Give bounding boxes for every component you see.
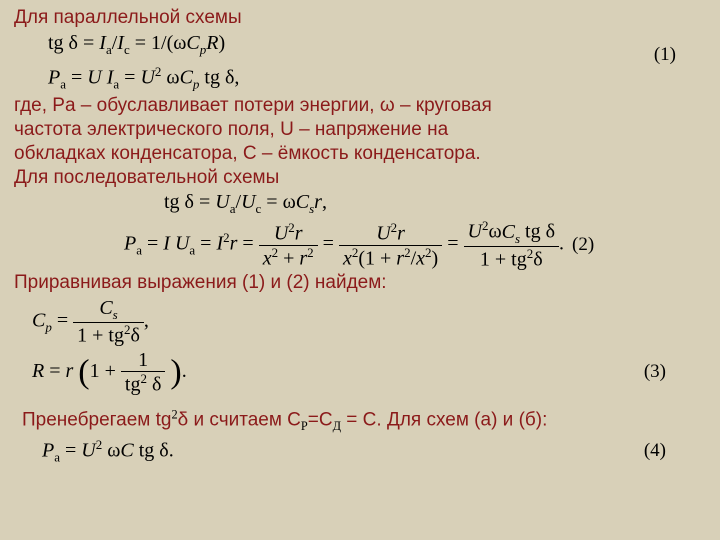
formula-3b: R = r (1 + 1tg2 δ ). bbox=[32, 349, 187, 396]
equation-number-2: (2) bbox=[572, 234, 594, 256]
text-line-4: обкладках конденсатора, C – ёмкость конд… bbox=[14, 142, 706, 166]
text-line-3: частота электрического поля, U – напряже… bbox=[14, 118, 706, 142]
equation-block-2: tg δ = Ua/Uc = ωCsr, Pa = I Ua = I2r = U… bbox=[14, 191, 706, 271]
text-frag-7a: Пренебрегаем tg bbox=[22, 410, 172, 431]
text-line-2: где, Pa – обуславливает потери энергии, … bbox=[14, 94, 706, 118]
formula-3a: Cp = Cs1 + tg2δ, bbox=[32, 297, 706, 347]
text-frag-7c: =С bbox=[308, 410, 333, 431]
text-frag-7b: δ и считаем С bbox=[178, 410, 301, 431]
text-line-6: Приравнивая выражения (1) и (2) найдем: bbox=[14, 271, 706, 295]
text-line-7: Пренебрегаем tg2δ и считаем СP=СД = C. Д… bbox=[14, 407, 706, 435]
page-content: Для параллельной схемы tg δ = Ia/Ic = 1/… bbox=[0, 0, 720, 466]
text-frag-7d: = C. Для схем (а) и (б): bbox=[341, 410, 547, 431]
text-line-5: Для последовательной схемы bbox=[14, 166, 706, 190]
formula-4: Pa = U2 ωC tg δ. bbox=[14, 437, 174, 466]
formula-1b: Pa = U Ia = U2 ωCp tg δ, bbox=[48, 64, 239, 93]
equation-number-4: (4) bbox=[644, 440, 706, 462]
formula-1a: tg δ = Ia/Ic = 1/(ωCpR) bbox=[48, 32, 239, 58]
formula-2b: Pa = I Ua = I2r = U2rx2 + r2 = U2rx2(1 +… bbox=[124, 219, 564, 271]
text-line-1: Для параллельной схемы bbox=[14, 6, 706, 30]
formula-2a: tg δ = Ua/Uc = ωCsr, bbox=[124, 191, 706, 217]
equation-block-1: tg δ = Ia/Ic = 1/(ωCpR) Pa = U Ia = U2 ω… bbox=[14, 32, 706, 93]
equation-block-4: Pa = U2 ωC tg δ. (4) bbox=[14, 437, 706, 466]
equation-number-3: (3) bbox=[644, 361, 706, 383]
equation-number-1: (1) bbox=[654, 44, 706, 66]
equation-block-3: Cp = Cs1 + tg2δ, R = r (1 + 1tg2 δ ). (3… bbox=[14, 297, 706, 396]
